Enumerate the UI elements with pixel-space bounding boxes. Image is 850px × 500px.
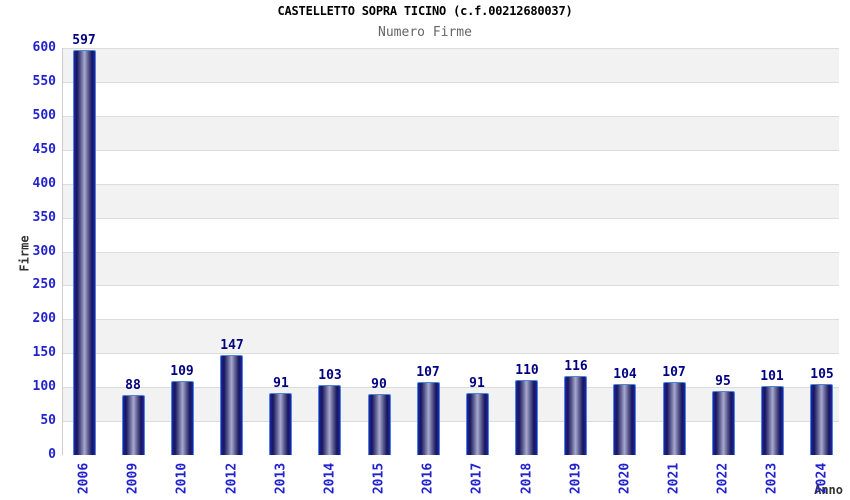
- y-tick-label: 150: [32, 345, 56, 360]
- bar-value-label: 109: [170, 364, 194, 379]
- bar-value-label: 147: [220, 338, 244, 353]
- plot-band: [63, 217, 839, 252]
- gridline: [63, 285, 839, 286]
- bar-value-label: 95: [715, 374, 731, 389]
- gridline: [63, 116, 839, 117]
- bar-value-label: 116: [564, 359, 588, 374]
- bar-value-label: 91: [469, 376, 485, 391]
- plot-band: [63, 251, 839, 286]
- bar-2023: [761, 386, 784, 455]
- y-tick-label: 100: [32, 379, 56, 394]
- x-tick-label: 2014: [322, 462, 338, 495]
- bar-2013: [269, 393, 292, 455]
- y-tick-label: 200: [32, 311, 56, 326]
- bar-value-label: 88: [125, 378, 141, 393]
- plot-band: [63, 285, 839, 320]
- x-tick-label: 2019: [568, 462, 584, 495]
- x-tick-label: 2016: [420, 462, 436, 495]
- bar-value-label: 101: [760, 369, 784, 384]
- gridline: [63, 353, 839, 354]
- x-tick-label: 2021: [666, 462, 682, 495]
- y-tick-label: 550: [32, 74, 56, 89]
- bar-value-label: 107: [416, 365, 440, 380]
- bar-value-label: 103: [318, 368, 342, 383]
- gridline: [63, 387, 839, 388]
- bar-value-label: 107: [662, 365, 686, 380]
- x-tick-label: 2017: [469, 462, 485, 495]
- bar-2021: [663, 382, 686, 455]
- y-tick-label: 250: [32, 277, 56, 292]
- x-tick-label: 2006: [76, 462, 92, 495]
- x-tick-label: 2015: [371, 462, 387, 495]
- bar-2024: [810, 384, 833, 455]
- bar-2014: [318, 385, 341, 455]
- y-tick-label: 600: [32, 40, 56, 55]
- plot-band: [63, 149, 839, 184]
- plot-band: [63, 319, 839, 354]
- x-tick-label: 2012: [224, 462, 240, 495]
- y-tick-label: 450: [32, 142, 56, 157]
- bar-2015: [368, 394, 391, 455]
- plot-band: [63, 183, 839, 218]
- x-tick-label: 2010: [174, 462, 190, 495]
- bar-2020: [613, 384, 636, 455]
- y-tick-label: 50: [40, 413, 56, 428]
- bar-2022: [712, 391, 735, 455]
- x-tick-label: 2009: [125, 462, 141, 495]
- gridline: [63, 150, 839, 151]
- bar-value-label: 90: [371, 377, 387, 392]
- gridline: [63, 184, 839, 185]
- bar-2010: [171, 381, 194, 455]
- bar-value-label: 105: [810, 367, 834, 382]
- y-tick-label: 500: [32, 108, 56, 123]
- x-tick-label: 2022: [715, 462, 731, 495]
- gridline: [63, 218, 839, 219]
- chart-title: CASTELLETTO SOPRA TICINO (c.f.0021268003…: [277, 4, 573, 18]
- y-tick-label: 400: [32, 176, 56, 191]
- gridline: [63, 82, 839, 83]
- gridline: [63, 319, 839, 320]
- bar-2009: [122, 395, 145, 455]
- x-tick-label: 2018: [519, 462, 535, 495]
- x-tick-label: 2013: [273, 462, 289, 495]
- bar-2018: [515, 380, 538, 455]
- bar-2012: [220, 355, 243, 455]
- x-tick-label: 2020: [617, 462, 633, 495]
- plot-area: [62, 48, 839, 455]
- bar-2019: [564, 376, 587, 455]
- bar-value-label: 110: [515, 363, 539, 378]
- y-tick-label: 300: [32, 244, 56, 259]
- y-axis-title: Firme: [17, 235, 32, 272]
- gridline: [63, 48, 839, 49]
- gridline: [63, 252, 839, 253]
- bar-2006: [73, 50, 96, 455]
- x-axis-title: Anno: [814, 483, 843, 497]
- bar-2016: [417, 382, 440, 455]
- bar-value-label: 597: [72, 33, 96, 48]
- plot-band: [63, 48, 839, 82]
- y-tick-label: 350: [32, 210, 56, 225]
- bar-value-label: 91: [273, 376, 289, 391]
- bar-value-label: 104: [613, 367, 637, 382]
- bar-2017: [466, 393, 489, 455]
- plot-band: [63, 115, 839, 150]
- y-tick-label: 0: [48, 447, 56, 462]
- gridline: [63, 421, 839, 422]
- x-tick-label: 2024: [814, 462, 830, 495]
- chart-subtitle: Numero Firme: [378, 25, 472, 40]
- x-tick-label: 2023: [764, 462, 780, 495]
- plot-band: [63, 81, 839, 116]
